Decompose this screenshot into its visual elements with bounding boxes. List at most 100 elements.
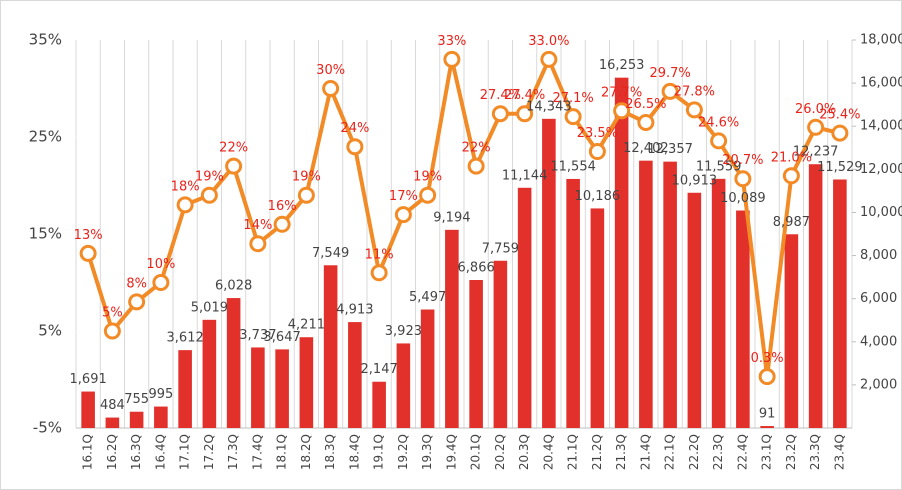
- x-tick-label: 16.4Q: [153, 434, 167, 470]
- line-marker: [128, 293, 146, 311]
- x-tick-label: 18.4Q: [347, 434, 361, 470]
- bar-value-label: 10,186: [575, 189, 621, 204]
- line-value-label: 24.6%: [698, 115, 739, 130]
- line-value-label: 20.7%: [722, 153, 763, 168]
- x-tick-label: 17.3Q: [226, 434, 240, 470]
- bar-value-label: 3,647: [264, 330, 301, 345]
- x-tick-label: 22.4Q: [735, 434, 749, 470]
- line-marker: [588, 143, 606, 161]
- y-tick-label: 15%: [29, 225, 62, 243]
- bar: [348, 322, 362, 428]
- line-value-label: 24%: [340, 121, 369, 136]
- bar: [445, 229, 459, 428]
- bar: [178, 350, 192, 428]
- line-marker: [200, 186, 218, 204]
- bar: [420, 309, 435, 428]
- bar-value-label: 995: [148, 387, 173, 402]
- bar-value-label: 2,147: [361, 362, 398, 377]
- line-marker: [443, 50, 461, 68]
- y2-tick-label: 10,000: [860, 205, 902, 220]
- line-marker: [613, 102, 631, 120]
- bar: [226, 298, 241, 428]
- line-marker: [152, 274, 170, 291]
- bar-value-label: 91: [759, 407, 776, 422]
- line-value-label: 27.8%: [674, 84, 715, 99]
- y2-tick-label: 14,000: [860, 119, 902, 134]
- line-value-label: 13%: [74, 228, 103, 243]
- line-value-label: 11%: [365, 247, 394, 262]
- y2-tick-label: 4,000: [860, 334, 897, 349]
- line-marker: [661, 82, 679, 100]
- line-value-label: 19%: [292, 170, 321, 185]
- bar: [493, 260, 508, 428]
- y2-tick-label: 2,000: [860, 377, 897, 392]
- bar: [372, 381, 386, 428]
- bar-value-label: 10,089: [720, 191, 766, 206]
- bar: [590, 208, 605, 428]
- bar: [299, 337, 314, 428]
- bar-value-label: 12,402: [623, 141, 669, 156]
- line-value-label: 16%: [268, 199, 297, 214]
- x-tick-label: 20.4Q: [541, 434, 555, 470]
- bar: [760, 426, 774, 428]
- line-value-label: 25.4%: [819, 108, 860, 123]
- line-marker: [540, 50, 558, 68]
- bar-value-label: 11,554: [550, 159, 596, 174]
- line-marker: [782, 167, 800, 185]
- x-tick-label: 20.3Q: [517, 434, 531, 470]
- bar-value-label: 14,343: [526, 99, 572, 114]
- line-marker: [273, 215, 291, 233]
- line-value-label: 14%: [243, 218, 272, 233]
- y-tick-label: 5%: [38, 322, 62, 340]
- line-value-label: 17%: [389, 189, 418, 204]
- line-marker: [79, 244, 97, 262]
- x-tick-label: 17.2Q: [202, 434, 216, 470]
- bar: [663, 161, 677, 428]
- y2-tick-label: 6,000: [860, 291, 897, 306]
- bar-value-label: 11,559: [696, 159, 742, 174]
- bar-value-label: 3,737: [239, 328, 276, 343]
- bar-value-label: 12,357: [647, 142, 693, 157]
- bar: [275, 349, 289, 428]
- bar: [251, 347, 265, 428]
- bar-value-label: 3,612: [167, 331, 204, 346]
- line-marker: [176, 196, 194, 214]
- line-value-label: 26.0%: [795, 102, 836, 117]
- bar: [105, 417, 120, 428]
- line-value-label: 33%: [437, 34, 466, 49]
- line-value-label: 27.4%: [480, 88, 521, 103]
- y-tick-label: 35%: [29, 31, 62, 49]
- bar-value-label: 11,144: [502, 168, 548, 183]
- line-marker: [564, 108, 582, 126]
- line-marker: [225, 157, 243, 175]
- y2-tick-label: 8,000: [860, 248, 897, 263]
- bar-value-label: 4,913: [336, 303, 373, 318]
- x-tick-label: 17.1Q: [178, 434, 192, 470]
- x-tick-label: 18.2Q: [299, 434, 313, 470]
- x-tick-label: 21.3Q: [614, 434, 628, 470]
- x-tick-label: 22.3Q: [711, 434, 725, 470]
- line-marker: [249, 235, 267, 253]
- bar-value-label: 6,028: [215, 279, 252, 294]
- line-marker: [758, 368, 776, 386]
- bar: [154, 406, 168, 428]
- x-tick-label: 17.4Q: [250, 434, 264, 470]
- x-tick-label: 23.4Q: [832, 434, 846, 470]
- line-marker: [516, 105, 534, 123]
- line-marker: [807, 118, 825, 136]
- line-marker: [734, 170, 752, 188]
- y2-tick-label: 18,000: [860, 33, 902, 48]
- bar: [129, 411, 144, 428]
- x-tick-label: 19.3Q: [420, 434, 434, 470]
- bar: [736, 210, 750, 428]
- line-marker: [103, 322, 121, 340]
- line-marker: [710, 132, 728, 150]
- bar-value-label: 11,529: [817, 160, 863, 175]
- x-tick-label: 23.1Q: [760, 434, 774, 470]
- bar: [784, 234, 799, 428]
- y2-tick-label: 16,000: [860, 76, 902, 91]
- line-value-label: 29.7%: [649, 66, 690, 81]
- x-tick-label: 19.2Q: [396, 434, 410, 470]
